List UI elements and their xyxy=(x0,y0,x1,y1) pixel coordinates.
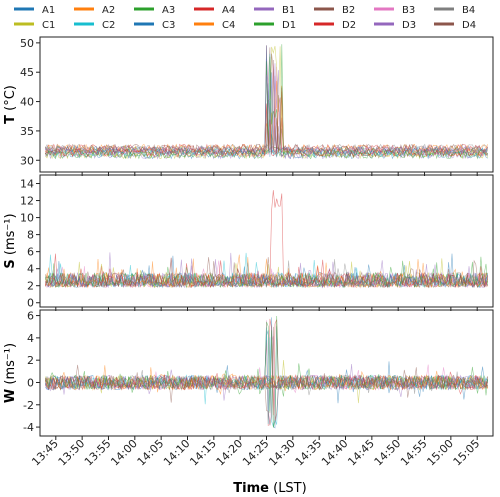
y-tick-label: 50 xyxy=(20,37,34,50)
legend-entry-a2: A2 xyxy=(74,5,115,16)
legend-entry-c4: C4 xyxy=(194,20,235,31)
x-tick-label: 14:00 xyxy=(108,437,140,469)
panel-w: -4 -2 0 2 4 6 W (ms⁻¹) xyxy=(3,309,494,440)
y-tick-label: -2 xyxy=(23,399,34,412)
y-axis-title-main: S xyxy=(3,259,18,268)
legend-entry-d4: D4 xyxy=(434,20,476,31)
y-axis-title-unit: (ms⁻¹) xyxy=(3,343,18,389)
x-tick-label: 14:40 xyxy=(319,437,351,469)
x-tick-label: 14:10 xyxy=(161,437,193,469)
series-group xyxy=(45,44,488,160)
legend-label: C3 xyxy=(162,20,175,31)
legend-label: D3 xyxy=(402,20,416,31)
x-axis-title-main: Time xyxy=(233,481,269,496)
legend-label: B3 xyxy=(402,5,415,16)
legend-entry-c1: C1 xyxy=(14,20,55,31)
x-tick-label: 14:30 xyxy=(266,437,298,469)
legend-label: A4 xyxy=(222,5,235,16)
x-axis-title-unit: (LST) xyxy=(269,481,307,496)
y-axis-title-main: T xyxy=(3,115,18,124)
x-tick-label: 14:45 xyxy=(345,437,377,469)
y-tick-label: -4 xyxy=(23,421,34,434)
legend-entry-a4: A4 xyxy=(194,5,235,16)
legend-entry-b1: B1 xyxy=(254,5,295,16)
legend-entry-b3: B3 xyxy=(374,5,415,16)
series-line-d4 xyxy=(45,53,488,154)
x-tick-label: 14:20 xyxy=(214,437,246,469)
y-tick-label: 30 xyxy=(20,154,34,167)
y-axis-title: S (ms⁻¹) xyxy=(3,213,18,268)
y-tick-label: 14 xyxy=(20,178,34,191)
x-axis-ticks: 13:4513:5013:5514:0014:0514:1014:1514:20… xyxy=(29,437,482,469)
series-line-d4 xyxy=(45,326,488,426)
series-line-d3 xyxy=(45,70,488,156)
legend-label: A2 xyxy=(102,5,115,16)
y-tick-label: 12 xyxy=(20,195,34,208)
y-axis-title: W (ms⁻¹) xyxy=(3,343,18,403)
x-tick-label: 14:25 xyxy=(240,437,272,469)
x-axis-title: Time (LST) xyxy=(233,481,306,496)
legend-label: B4 xyxy=(462,5,475,16)
y-tick-label: 4 xyxy=(27,263,34,276)
x-tick-label: 13:50 xyxy=(56,437,88,469)
y-axis-title: T (°C) xyxy=(3,85,18,124)
x-tick-label: 14:15 xyxy=(187,437,219,469)
y-axis-title-main: W xyxy=(3,389,18,403)
legend-label: B2 xyxy=(342,5,355,16)
y-tick-label: 10 xyxy=(20,212,34,225)
series-line-d1 xyxy=(45,44,488,160)
legend-entry-c2: C2 xyxy=(74,20,115,31)
y-tick-label: 2 xyxy=(27,354,34,367)
series-line-d4 xyxy=(45,257,488,289)
series-group xyxy=(45,315,488,429)
legend-label: A3 xyxy=(162,5,175,16)
legend-label: B1 xyxy=(282,5,295,16)
legend-entry-d2: D2 xyxy=(314,20,356,31)
y-axis-title-unit: (ms⁻¹) xyxy=(3,213,18,259)
x-tick-label: 14:35 xyxy=(293,437,325,469)
legend: A1 A2 A3 A4 B1 B2 B3 B4 C1 C2 C3 C4 D1 D2 D3 D4 xyxy=(14,5,476,31)
y-tick-label: 6 xyxy=(27,246,34,259)
series-line-c1 xyxy=(45,45,488,160)
legend-label: C4 xyxy=(222,20,235,31)
x-tick-label: 14:05 xyxy=(135,437,167,469)
y-tick-label: 35 xyxy=(20,125,34,138)
x-tick-label: 13:55 xyxy=(82,437,114,469)
legend-entry-d1: D1 xyxy=(254,20,296,31)
series-line-d2 xyxy=(45,374,488,391)
y-axis-title-unit: (°C) xyxy=(3,85,18,115)
legend-label: C1 xyxy=(42,20,55,31)
panel-t: 30 35 40 45 50 T (°C) xyxy=(3,36,494,176)
legend-entry-b2: B2 xyxy=(314,5,355,16)
y-tick-label: 4 xyxy=(27,332,34,345)
y-tick-label: 6 xyxy=(27,310,34,323)
y-tick-label: 40 xyxy=(20,96,34,109)
legend-label: D4 xyxy=(462,20,476,31)
x-tick-label: 14:55 xyxy=(398,437,430,469)
y-tick-label: 8 xyxy=(27,229,34,242)
y-tick-label: 2 xyxy=(27,280,34,293)
legend-entry-c3: C3 xyxy=(134,20,175,31)
legend-entry-a3: A3 xyxy=(134,5,175,16)
series-group xyxy=(45,190,488,289)
series-line-c3 xyxy=(45,45,488,156)
x-tick-label: 14:50 xyxy=(372,437,404,469)
legend-label: A1 xyxy=(42,5,55,16)
legend-label: D1 xyxy=(282,20,296,31)
x-tick-label: 15:05 xyxy=(451,437,483,469)
legend-entry-b4: B4 xyxy=(434,5,475,16)
legend-entry-a1: A1 xyxy=(14,5,55,16)
x-tick-label: 13:45 xyxy=(29,437,61,469)
series-line-b4 xyxy=(45,257,488,289)
panel-s: 0 2 4 6 8 10 12 14 S (ms⁻¹) xyxy=(3,174,494,311)
y-tick-label: 45 xyxy=(20,66,34,79)
legend-label: C2 xyxy=(102,20,115,31)
y-tick-label: 0 xyxy=(27,376,34,389)
legend-entry-d3: D3 xyxy=(374,20,416,31)
legend-label: D2 xyxy=(342,20,356,31)
x-tick-label: 15:00 xyxy=(424,437,456,469)
y-tick-label: 0 xyxy=(27,297,34,310)
